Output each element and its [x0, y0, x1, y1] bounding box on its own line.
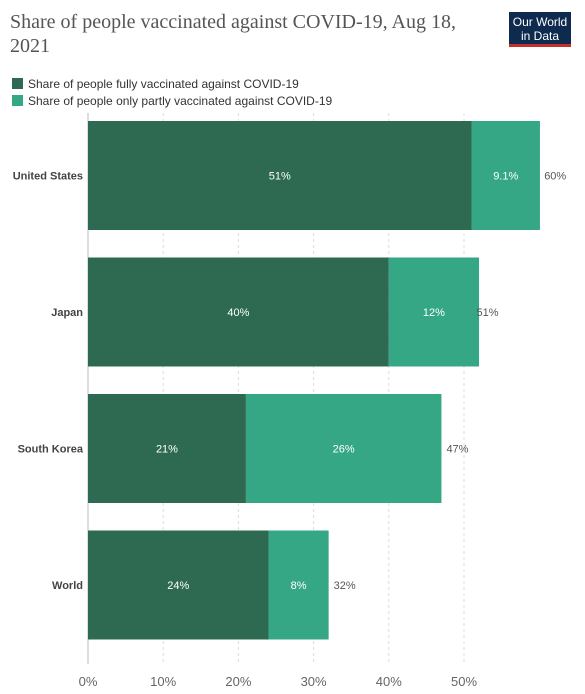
- x-tick-label: 30%: [301, 674, 327, 689]
- bar-fully[interactable]: [88, 394, 246, 503]
- x-tick-label: 20%: [225, 674, 251, 689]
- owid-logo[interactable]: Our World in Data: [509, 12, 571, 47]
- bar-fully[interactable]: [88, 121, 472, 230]
- legend-item-fully[interactable]: Share of people fully vaccinated against…: [12, 75, 332, 92]
- category-label: Japan: [51, 307, 83, 319]
- logo-line-2: in Data: [520, 29, 560, 43]
- bar-value-label: 24%: [167, 580, 189, 592]
- chart-title: Share of people vaccinated against COVID…: [10, 11, 456, 57]
- bar-partly[interactable]: [245, 394, 442, 503]
- bar-value-label: 8%: [291, 580, 307, 592]
- category-label: South Korea: [18, 444, 84, 456]
- bar-partly[interactable]: [268, 530, 329, 640]
- x-tick-label: 40%: [376, 674, 402, 689]
- total-label: 51%: [477, 307, 499, 319]
- bar-fully[interactable]: [88, 530, 269, 640]
- legend-swatch-partly: [12, 95, 23, 106]
- legend-item-partly[interactable]: Share of people only partly vaccinated a…: [12, 92, 332, 109]
- x-tick-label: 0%: [79, 674, 98, 689]
- x-tick-label: 50%: [451, 674, 477, 689]
- bar-partly[interactable]: [471, 121, 540, 230]
- bar-value-label: 51%: [269, 171, 291, 183]
- bar-partly[interactable]: [388, 257, 480, 367]
- category-label: World: [52, 580, 83, 592]
- x-tick-label: 10%: [150, 674, 176, 689]
- legend-label-fully: Share of people fully vaccinated against…: [28, 76, 299, 91]
- bar-fully[interactable]: [88, 257, 389, 367]
- bar-value-label: 9.1%: [493, 171, 518, 183]
- total-label: 32%: [334, 580, 356, 592]
- legend: Share of people fully vaccinated against…: [12, 75, 332, 109]
- logo-accent-bar: [509, 44, 571, 47]
- bar-value-label: 21%: [156, 444, 178, 456]
- total-label: 47%: [446, 444, 468, 456]
- legend-label-partly: Share of people only partly vaccinated a…: [28, 93, 333, 108]
- bar-value-label: 12%: [423, 307, 445, 319]
- bar-value-label: 40%: [227, 307, 249, 319]
- total-label: 60%: [544, 171, 566, 183]
- logo-line-1: Our World: [512, 15, 568, 29]
- legend-swatch-fully: [12, 78, 23, 89]
- category-label: United States: [13, 171, 83, 183]
- bar-value-label: 26%: [333, 444, 355, 456]
